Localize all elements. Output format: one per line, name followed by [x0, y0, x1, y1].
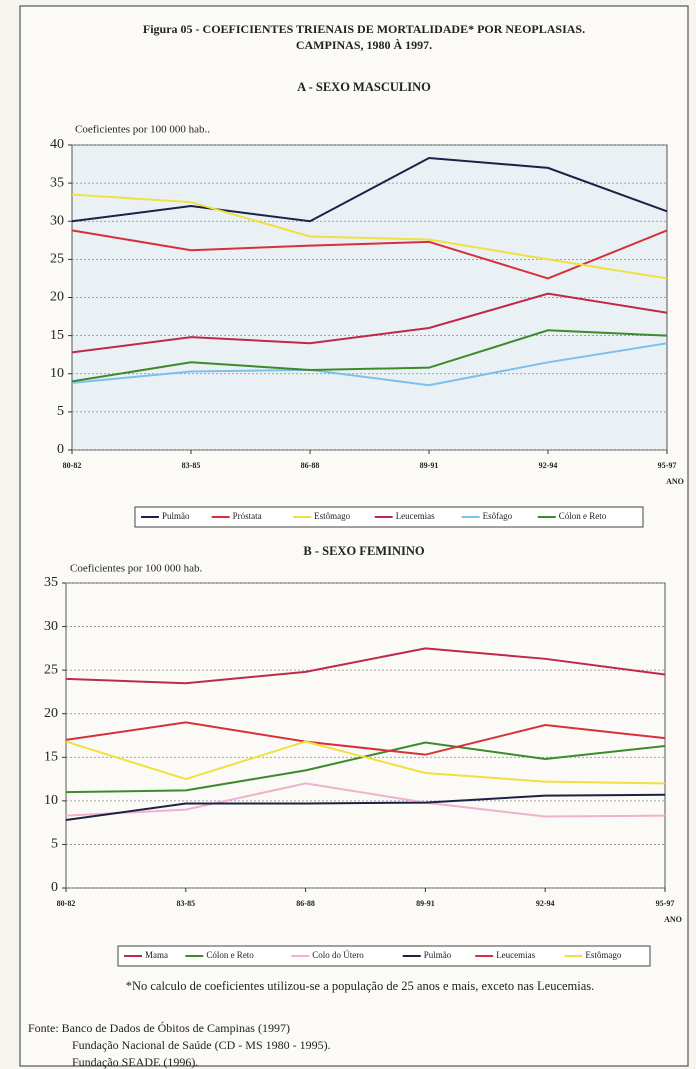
- x-axis-label: ANO: [666, 477, 684, 486]
- legend-label: Pulmão: [424, 950, 452, 960]
- figure-title: CAMPINAS, 1980 À 1997.: [296, 38, 432, 52]
- x-tick-label: 89-91: [420, 461, 439, 470]
- y-tick-label: 40: [50, 137, 64, 152]
- y-tick-label: 15: [50, 328, 64, 343]
- series-line: [65, 721, 666, 756]
- x-tick-label: 95-97: [656, 899, 675, 908]
- y-tick-label: 0: [51, 880, 58, 895]
- legend-label: Próstata: [233, 511, 262, 521]
- series-line: [65, 740, 666, 785]
- x-tick-label: 80-82: [63, 461, 82, 470]
- series-line: [71, 329, 668, 383]
- y-axis-label: Coeficientes por 100 000 hab.: [70, 563, 203, 575]
- source: Fundação Nacional de Saúde (CD - MS 1980…: [72, 1038, 331, 1052]
- y-axis-label: Coeficientes por 100 000 hab..: [75, 124, 210, 136]
- y-tick-label: 20: [50, 290, 64, 305]
- series-line: [65, 793, 666, 822]
- x-tick-label: 89-91: [416, 899, 435, 908]
- x-tick-label: 86-88: [296, 899, 315, 908]
- legend-label: Cólon e Reto: [206, 950, 254, 960]
- chart-title: B - SEXO FEMININO: [303, 544, 424, 558]
- source: Fonte: Banco de Dados de Óbitos de Campi…: [28, 1021, 290, 1035]
- series-line: [71, 193, 668, 280]
- y-tick-label: 35: [44, 575, 58, 590]
- legend-box: [117, 945, 651, 967]
- y-tick-label: 25: [44, 662, 58, 677]
- chart-title: A - SEXO MASCULINO: [297, 80, 431, 94]
- x-tick-label: 83-85: [176, 899, 195, 908]
- x-tick-label: 80-82: [57, 899, 76, 908]
- x-tick-label: 92-94: [536, 899, 555, 908]
- x-tick-label: 86-88: [301, 461, 320, 470]
- y-tick-label: 0: [57, 442, 64, 457]
- x-tick-label: 92-94: [539, 461, 558, 470]
- y-tick-label: 5: [57, 404, 64, 419]
- x-tick-label: 83-85: [182, 461, 201, 470]
- legend-label: Mama: [145, 950, 168, 960]
- series-line: [71, 292, 668, 354]
- y-tick-label: 30: [50, 213, 64, 228]
- y-tick-label: 20: [44, 706, 58, 721]
- x-axis-label: ANO: [664, 915, 682, 924]
- figure-title: Figura 05 - COEFICIENTES TRIENAIS DE MOR…: [143, 22, 585, 36]
- legend-label: Leucemias: [496, 950, 535, 960]
- series-line: [71, 156, 668, 223]
- x-tick-label: 95-97: [658, 461, 677, 470]
- footnote: *No calculo de coeficientes utilizou-se …: [126, 979, 595, 993]
- legend-label: Pulmão: [162, 511, 190, 521]
- y-tick-label: 10: [50, 366, 64, 381]
- legend-label: Esôfago: [483, 511, 513, 521]
- legend-label: Cólon e Reto: [559, 511, 607, 521]
- y-tick-label: 35: [50, 175, 64, 190]
- y-tick-label: 5: [51, 837, 58, 852]
- series-line: [71, 229, 668, 280]
- legend-label: Colo do Útero: [312, 950, 364, 960]
- y-tick-label: 10: [44, 793, 58, 808]
- y-tick-label: 25: [50, 252, 64, 267]
- series-line: [71, 342, 668, 387]
- series-line: [65, 647, 666, 685]
- y-tick-label: 15: [44, 750, 58, 765]
- legend-label: Estômago: [314, 511, 350, 521]
- series-line: [65, 782, 666, 818]
- plot-area: [65, 582, 666, 889]
- legend-label: Estômago: [585, 950, 621, 960]
- legend-label: Leucemias: [396, 511, 435, 521]
- source: Fundação SEADE (1996).: [72, 1055, 198, 1069]
- y-tick-label: 30: [44, 619, 58, 634]
